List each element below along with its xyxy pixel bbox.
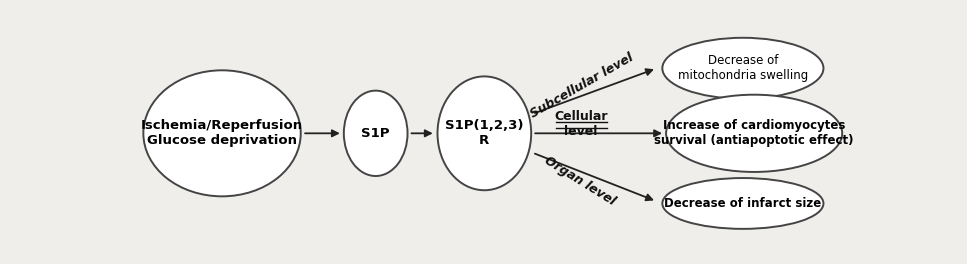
Text: S1P: S1P — [362, 127, 390, 140]
Text: Increase of cardiomyocytes
survival (antiapoptotic effect): Increase of cardiomyocytes survival (ant… — [655, 119, 854, 147]
Text: Decrease of
mitochondria swelling: Decrease of mitochondria swelling — [678, 54, 808, 82]
Text: S1P(1,2,3)
R: S1P(1,2,3) R — [445, 119, 523, 147]
Ellipse shape — [666, 95, 842, 172]
Text: Decrease of infarct size: Decrease of infarct size — [664, 197, 822, 210]
Text: Cellular
level: Cellular level — [554, 110, 608, 138]
Ellipse shape — [662, 38, 824, 99]
Text: Subcellular level: Subcellular level — [528, 51, 635, 120]
Text: Organ level: Organ level — [542, 154, 617, 208]
Ellipse shape — [344, 91, 407, 176]
Ellipse shape — [143, 70, 301, 196]
Ellipse shape — [662, 178, 824, 229]
Text: Ischemia/Reperfusion
Glucose deprivation: Ischemia/Reperfusion Glucose deprivation — [141, 119, 303, 147]
Ellipse shape — [437, 76, 531, 190]
